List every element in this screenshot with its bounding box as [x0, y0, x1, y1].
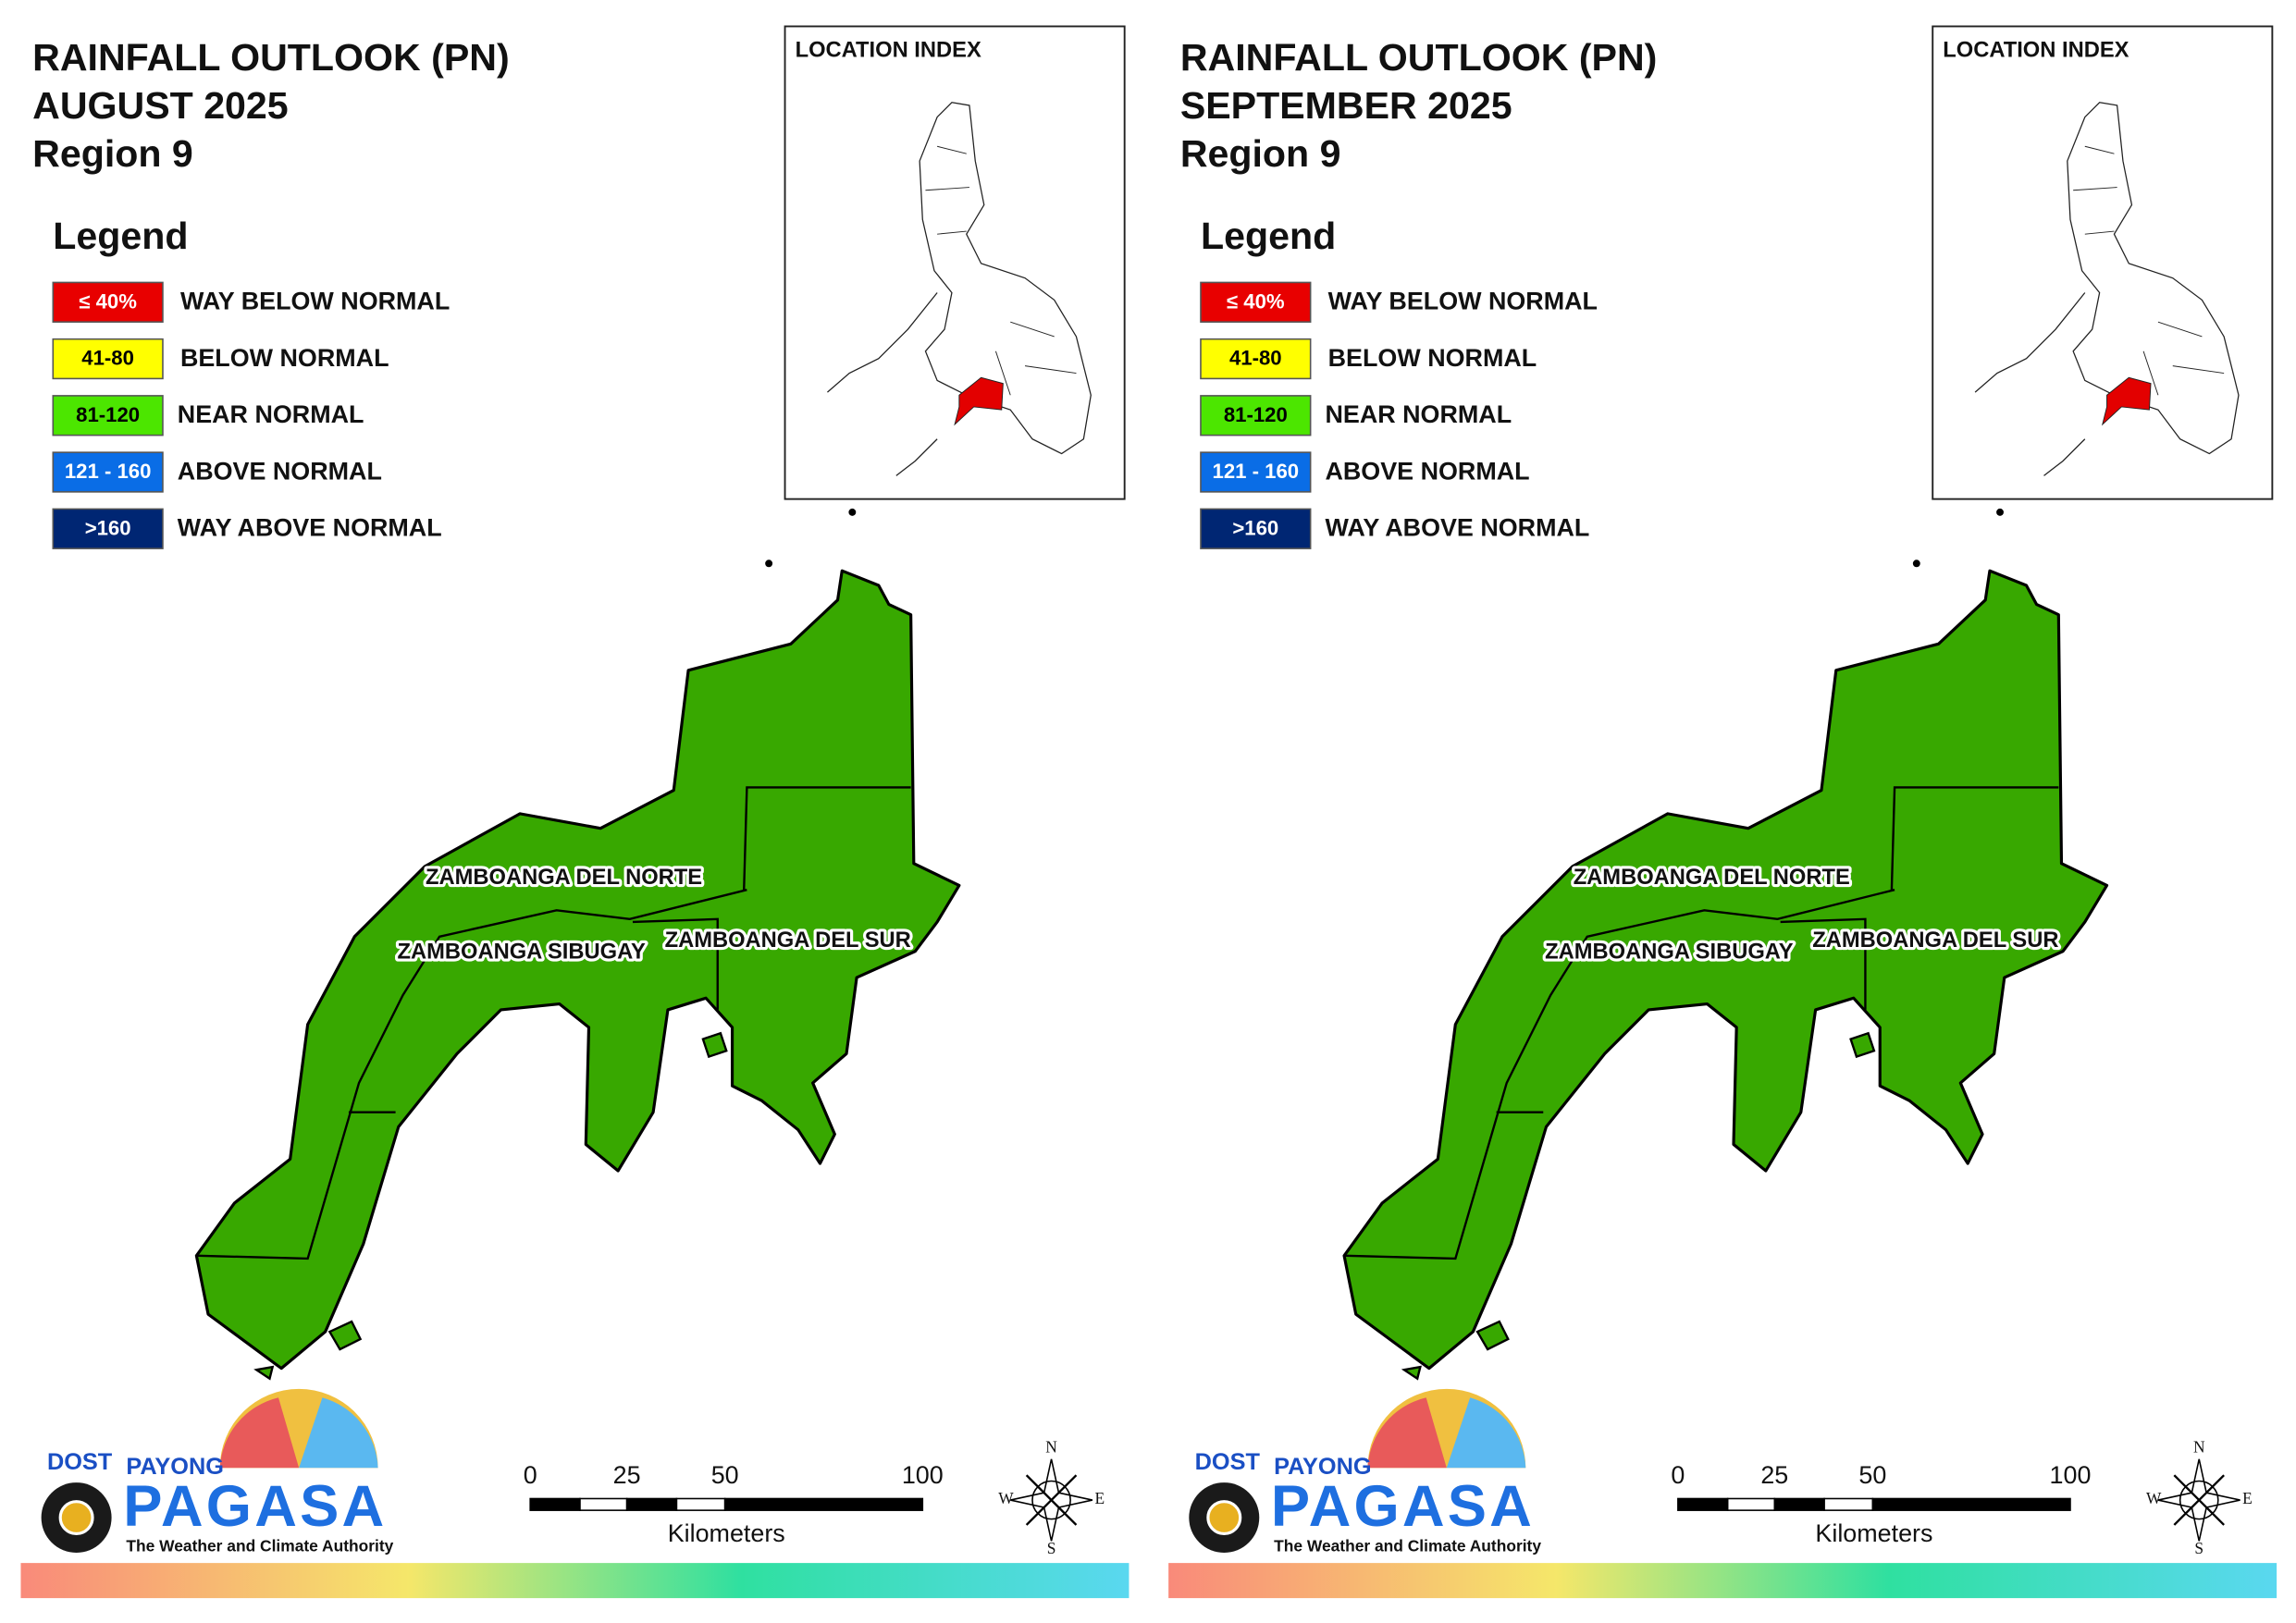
- legend-range: 81-120: [1224, 403, 1288, 426]
- scale-tick: 50: [1858, 1461, 1886, 1489]
- compass-rose-diag: [2173, 1474, 2225, 1526]
- scale-segment: [1773, 1497, 1825, 1511]
- panel: RAINFALL OUTLOOK (PN) AUGUST 2025 Region 9…: [20, 25, 1129, 1599]
- legend-swatch: [52, 338, 164, 380]
- legend-title: Legend: [53, 215, 188, 257]
- logo-agency: DOST: [1195, 1449, 1261, 1475]
- logo-seal-inner: [1206, 1500, 1242, 1536]
- inset-title: LOCATION INDEX: [1943, 39, 2129, 63]
- legend-label: NEAR NORMAL: [178, 400, 364, 428]
- scale-tick: 25: [613, 1461, 641, 1489]
- province-label: ZAMBOANGA SIBUGAY: [397, 940, 646, 964]
- compass-letter: S: [1047, 1539, 1056, 1557]
- legend-range: 121 - 160: [65, 460, 152, 483]
- legend-range: ≤ 40%: [79, 289, 137, 313]
- scale-tick: 50: [711, 1461, 739, 1489]
- legend-label: BELOW NORMAL: [1328, 344, 1537, 372]
- compass-letter: E: [2242, 1489, 2253, 1507]
- logo-umbrella-right: [299, 1397, 378, 1469]
- province-label: ZAMBOANGA DEL NORTE: [426, 866, 702, 890]
- legend-swatch: [1200, 281, 1312, 323]
- legend-label: ABOVE NORMAL: [1325, 457, 1529, 485]
- compass-ring: [1031, 1480, 1071, 1520]
- scale-tick: 25: [1760, 1461, 1788, 1489]
- title-line: Region 9: [1180, 132, 1341, 175]
- legend-range: ≤ 40%: [1227, 289, 1285, 313]
- logo-umbrella-right: [1446, 1397, 1526, 1469]
- province-label: ZAMBOANGA SIBUGAY: [1545, 940, 1794, 964]
- inset-title: LOCATION INDEX: [796, 39, 981, 63]
- compass-letter: N: [1045, 1438, 1057, 1457]
- compass-letter: W: [998, 1489, 1014, 1507]
- logo-tagline: The Weather and Climate Authority: [126, 1536, 393, 1555]
- logo-umbrella-left: [219, 1397, 300, 1469]
- legend-range: >160: [85, 516, 131, 539]
- panel: RAINFALL OUTLOOK (PN) SEPTEMBER 2025 Regio…: [1168, 25, 2277, 1599]
- legend-range: 121 - 160: [1213, 460, 1300, 483]
- compass-letter: N: [2193, 1438, 2205, 1457]
- title-line: AUGUST 2025: [32, 84, 289, 127]
- color-band: [20, 1563, 1129, 1599]
- scale-segment: [675, 1497, 726, 1511]
- scale-segment: [1726, 1497, 1776, 1511]
- legend-swatch: [52, 451, 164, 493]
- legend-swatch: [52, 508, 164, 549]
- compass-letter: W: [2146, 1489, 2162, 1507]
- title-line: RAINFALL OUTLOOK (PN): [32, 36, 510, 79]
- legend-label: BELOW NORMAL: [180, 344, 389, 372]
- scale-segment: [1871, 1497, 2071, 1511]
- legend-label: WAY ABOVE NORMAL: [178, 514, 442, 542]
- legend-title: Legend: [1201, 215, 1336, 257]
- scale-segment: [1823, 1497, 1874, 1511]
- scale-segment: [579, 1497, 628, 1511]
- logo-umbrella-left: [1367, 1397, 1447, 1469]
- scale-segment: [1677, 1497, 1729, 1511]
- scale-tick: 100: [2050, 1461, 2092, 1489]
- province-label: ZAMBOANGA DEL NORTE: [1574, 866, 1850, 890]
- scale-unit: Kilometers: [1815, 1519, 1932, 1547]
- scale-tick: 0: [1671, 1461, 1685, 1489]
- title-line: RAINFALL OUTLOOK (PN): [1180, 36, 1658, 79]
- legend-swatch: [1200, 451, 1312, 493]
- legend-label: WAY BELOW NORMAL: [1328, 288, 1598, 315]
- compass-rose-diag: [1025, 1474, 1078, 1526]
- logo-top: PAYONG: [1274, 1454, 1372, 1480]
- color-band: [1168, 1563, 2277, 1599]
- scale-segment: [723, 1497, 924, 1511]
- legend-swatch: [52, 395, 164, 436]
- scale-tick: 100: [902, 1461, 944, 1489]
- legend-label: WAY ABOVE NORMAL: [1325, 514, 1589, 542]
- logo-seal-inner: [58, 1500, 94, 1536]
- province-label: ZAMBOANGA DEL SUR: [665, 928, 911, 953]
- legend-swatch: [52, 281, 164, 323]
- compass-letter: S: [2194, 1539, 2203, 1557]
- title-line: Region 9: [32, 132, 193, 175]
- compass-letter: E: [1094, 1489, 1105, 1507]
- title-line: SEPTEMBER 2025: [1180, 84, 1512, 127]
- legend-swatch: [1200, 395, 1312, 436]
- scale-segment: [529, 1497, 581, 1511]
- legend-swatch: [1200, 338, 1312, 380]
- compass-ring: [2179, 1480, 2219, 1520]
- logo-top: PAYONG: [126, 1454, 224, 1480]
- legend-range: 41-80: [81, 347, 134, 370]
- province-label: ZAMBOANGA DEL SUR: [1812, 928, 2058, 953]
- logo-agency: DOST: [47, 1449, 113, 1475]
- legend-range: >160: [1232, 516, 1278, 539]
- scale-unit: Kilometers: [668, 1519, 785, 1547]
- logo-name: PAGASA: [1271, 1474, 1535, 1539]
- legend-label: ABOVE NORMAL: [178, 457, 382, 485]
- scale-segment: [625, 1497, 678, 1511]
- legend-label: NEAR NORMAL: [1325, 400, 1512, 428]
- legend-swatch: [1200, 508, 1312, 549]
- logo-name: PAGASA: [123, 1474, 387, 1539]
- legend-label: WAY BELOW NORMAL: [180, 288, 450, 315]
- scale-tick: 0: [524, 1461, 537, 1489]
- logo-tagline: The Weather and Climate Authority: [1274, 1536, 1541, 1555]
- legend-range: 81-120: [76, 403, 140, 426]
- legend-range: 41-80: [1229, 347, 1282, 370]
